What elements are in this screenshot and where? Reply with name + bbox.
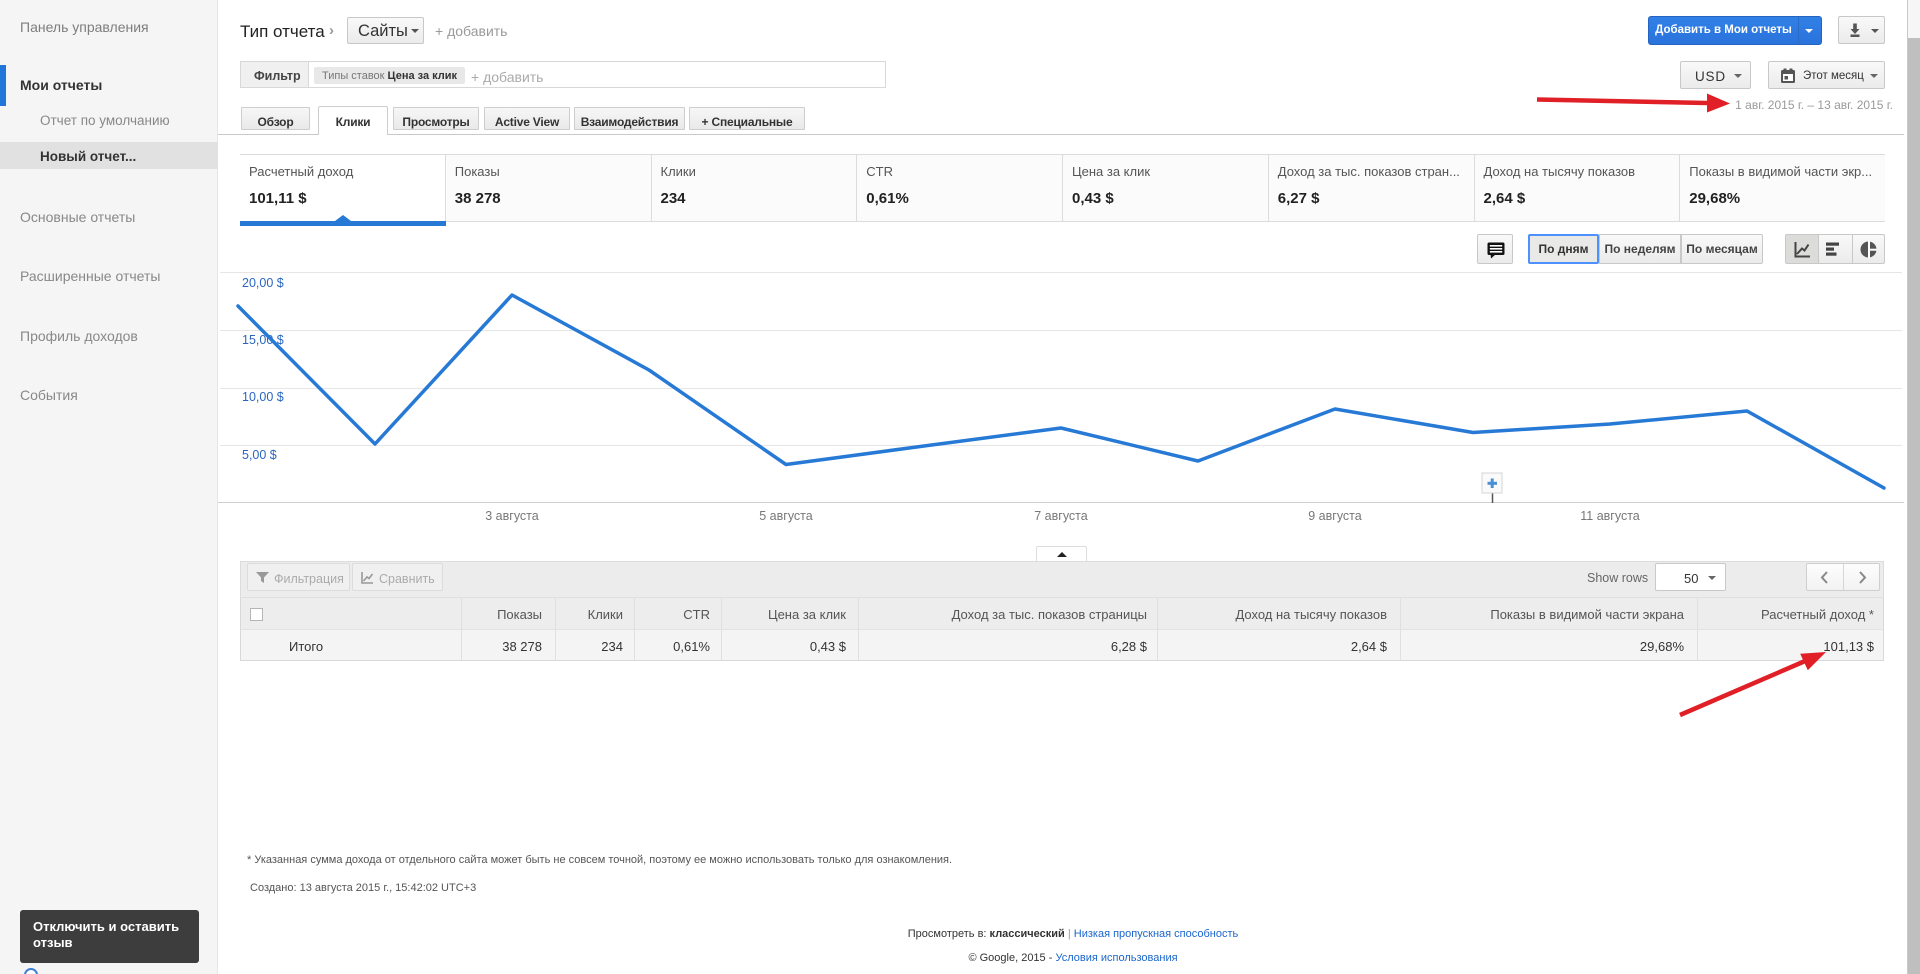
svg-text:5,00 $: 5,00 $: [242, 448, 277, 462]
svg-text:5 августа: 5 августа: [759, 509, 813, 523]
svg-text:20,00 $: 20,00 $: [242, 276, 284, 290]
svg-text:7 августа: 7 августа: [1034, 509, 1088, 523]
svg-text:3 августа: 3 августа: [485, 509, 539, 523]
svg-text:11 августа: 11 августа: [1580, 509, 1640, 523]
svg-text:9 августа: 9 августа: [1308, 509, 1362, 523]
svg-text:10,00 $: 10,00 $: [242, 390, 284, 404]
